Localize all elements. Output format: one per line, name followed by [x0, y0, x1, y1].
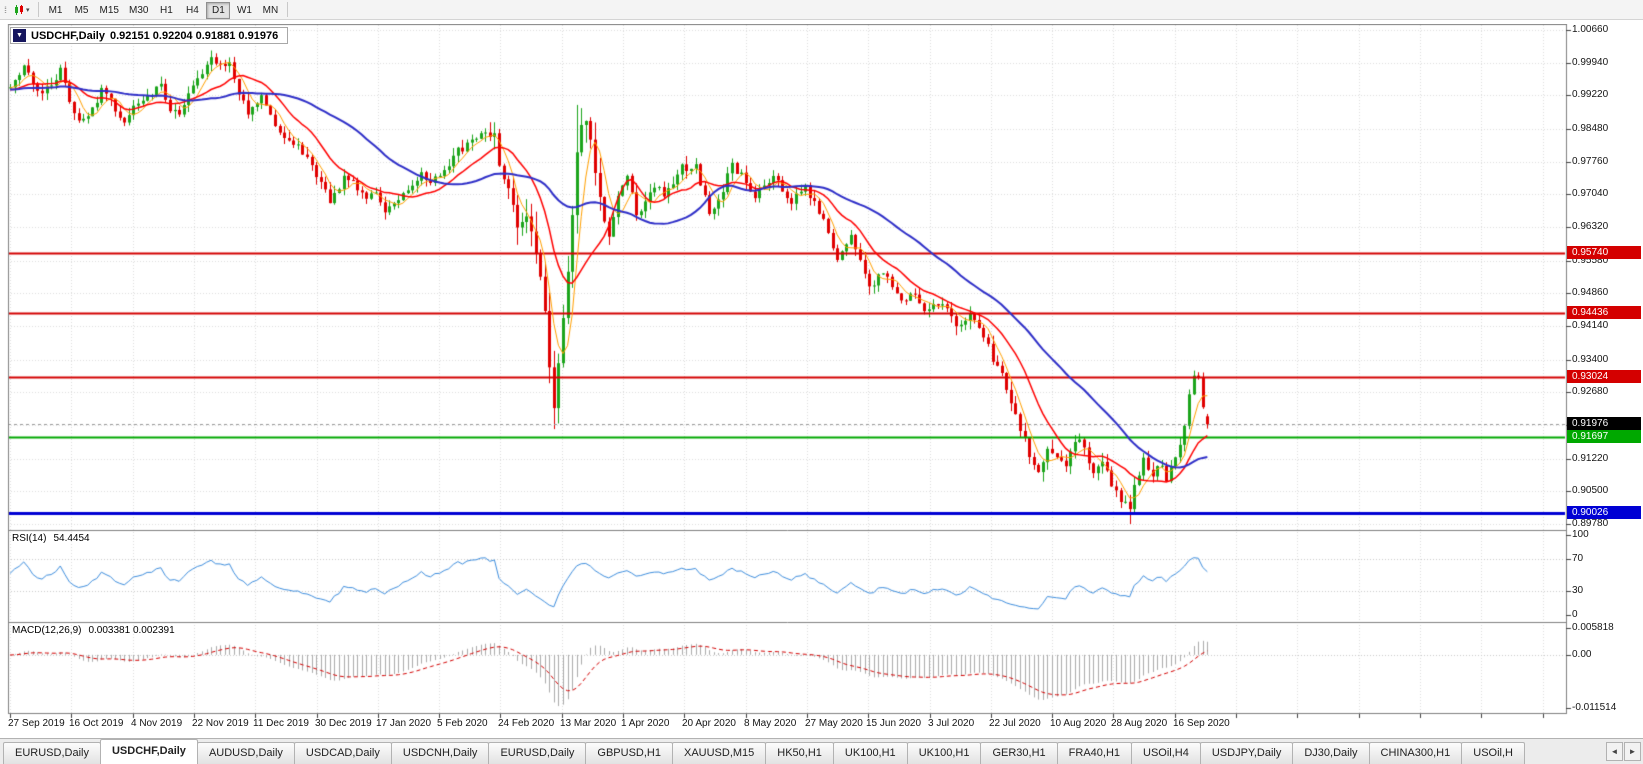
chart-tab-china300-h1[interactable]: CHINA300,H1	[1368, 742, 1463, 764]
toolbar-separator	[287, 2, 289, 17]
chart-type-button[interactable]: ▾	[9, 1, 34, 19]
chart-tab-hk50-h1[interactable]: HK50,H1	[765, 742, 834, 764]
toolbar-separator	[37, 2, 39, 17]
chart-tab-usdcad-daily[interactable]: USDCAD,Daily	[293, 742, 392, 764]
chart-tab-eurusd-daily[interactable]: EURUSD,Daily	[3, 742, 101, 764]
timeframe-button-h1[interactable]: H1	[154, 2, 178, 19]
candlestick-chart-icon	[15, 4, 24, 15]
tab-scroll-controls: ◄ ►	[1606, 742, 1641, 761]
toolbar-grip-icon: ⁞⁞	[4, 4, 7, 15]
timeframe-button-h4[interactable]: H4	[180, 2, 204, 19]
top-toolbar: ⁞⁞ ▾ M1 M5 M15 M30 H1 H4 D1 W1 MN	[0, 0, 1643, 20]
timeframe-button-m30[interactable]: M30	[125, 2, 152, 19]
chart-tab-usdjpy-daily[interactable]: USDJPY,Daily	[1199, 742, 1294, 764]
chart-tab-ger30-h1[interactable]: GER30,H1	[980, 742, 1058, 764]
chart-tab-audusd-daily[interactable]: AUDUSD,Daily	[196, 742, 295, 764]
tab-scroll-left-icon[interactable]: ◄	[1606, 742, 1623, 761]
chart-tab-dj30-daily[interactable]: DJ30,Daily	[1292, 742, 1370, 764]
chart-tab-usdcnh-daily[interactable]: USDCNH,Daily	[390, 742, 490, 764]
chart-tab-usdchf-daily[interactable]: USDCHF,Daily	[99, 739, 198, 764]
price-chart-canvas[interactable]	[0, 24, 1643, 738]
timeframe-button-m15[interactable]: M15	[96, 2, 123, 19]
chart-tab-uk100-h1[interactable]: UK100,H1	[832, 742, 908, 764]
chart-tab-fra40-h1[interactable]: FRA40,H1	[1056, 742, 1133, 764]
chart-tab-usoil-h4[interactable]: USOil,H4	[1131, 742, 1201, 764]
tabs-container: EURUSD,Daily USDCHF,Daily AUDUSD,Daily USDC…	[0, 739, 1603, 764]
chart-tab-xauusd-m15[interactable]: XAUUSD,M15	[671, 742, 767, 764]
chevron-down-icon: ▾	[26, 6, 30, 14]
timeframe-button-m5[interactable]: M5	[70, 2, 94, 19]
chart-tab-usoil-h[interactable]: USOil,H	[1461, 742, 1525, 764]
timeframe-button-mn[interactable]: MN	[258, 2, 282, 19]
chart-tab-bar: EURUSD,Daily USDCHF,Daily AUDUSD,Daily USDC…	[0, 738, 1643, 764]
timeframe-button-group: M1 M5 M15 M30 H1 H4 D1 W1 MN	[43, 0, 284, 19]
chart-tab-eurusd-daily[interactable]: EURUSD,Daily	[488, 742, 587, 764]
timeframe-button-d1[interactable]: D1	[206, 2, 231, 19]
chart-tab-uk100-h1[interactable]: UK100,H1	[906, 742, 982, 764]
chart-tab-gbpusd-h1[interactable]: GBPUSD,H1	[585, 742, 673, 764]
timeframe-button-m1[interactable]: M1	[44, 2, 68, 19]
tab-scroll-right-icon[interactable]: ►	[1624, 742, 1641, 761]
timeframe-button-w1[interactable]: W1	[232, 2, 256, 19]
